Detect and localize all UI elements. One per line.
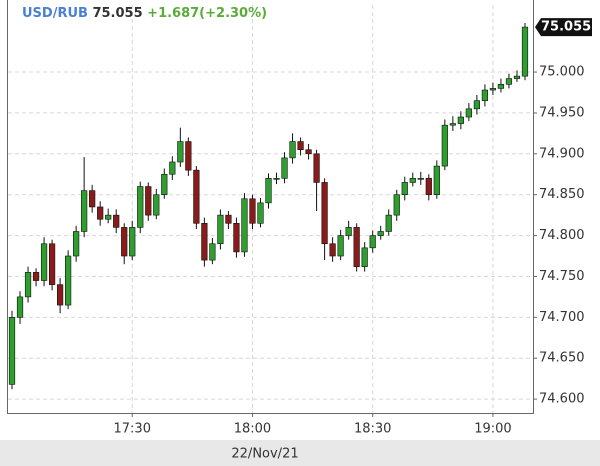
last-price-tag bbox=[535, 18, 592, 37]
candle-body bbox=[481, 89, 489, 101]
y-tick-label: 74.750 bbox=[539, 269, 585, 284]
y-tick-label: 74.850 bbox=[539, 187, 585, 202]
y-tick-label: 74.600 bbox=[539, 392, 585, 407]
candle-body bbox=[337, 235, 344, 257]
candle-body bbox=[289, 141, 296, 159]
candle-body bbox=[233, 223, 240, 253]
candle-body bbox=[441, 124, 448, 167]
candle-body bbox=[145, 186, 152, 216]
candle-body bbox=[361, 247, 368, 267]
x-tick-label: 19:00 bbox=[474, 422, 511, 437]
candle-body bbox=[265, 178, 272, 204]
y-tick-label: 74.650 bbox=[539, 351, 585, 366]
candle-body bbox=[433, 165, 440, 195]
candle-body bbox=[409, 178, 416, 183]
candle-body bbox=[377, 231, 384, 236]
candle-body bbox=[513, 75, 521, 79]
candle-body bbox=[329, 243, 336, 257]
x-tick-label: 17:30 bbox=[114, 422, 151, 437]
candle-body bbox=[16, 296, 24, 318]
x-tick-label: 18:30 bbox=[354, 422, 391, 437]
candle-body bbox=[209, 243, 216, 261]
candle-body bbox=[40, 243, 48, 281]
candle-body bbox=[137, 186, 144, 228]
candle-body bbox=[97, 206, 104, 220]
candle-body bbox=[73, 231, 80, 257]
candle-body bbox=[121, 227, 128, 257]
candle-body bbox=[113, 214, 120, 228]
date-bar bbox=[0, 440, 600, 466]
candle-body bbox=[177, 141, 184, 163]
candle-body bbox=[297, 141, 304, 151]
candle-body bbox=[473, 100, 480, 110]
candle-body bbox=[305, 149, 312, 155]
candle-body bbox=[321, 182, 328, 245]
candle-body bbox=[465, 108, 472, 118]
candle-body bbox=[241, 198, 248, 253]
candle-body bbox=[393, 194, 400, 216]
candle-body bbox=[8, 317, 16, 385]
change: +1.687(+2.30%) bbox=[147, 6, 267, 21]
candle-body bbox=[449, 123, 456, 126]
candle-body bbox=[105, 214, 112, 220]
x-tick-label: 18:00 bbox=[234, 422, 271, 437]
candle-body bbox=[457, 116, 464, 124]
candle-body bbox=[345, 227, 352, 236]
candle-body bbox=[161, 173, 168, 195]
symbol: USD/RUB bbox=[22, 6, 88, 21]
candle-body bbox=[417, 178, 424, 180]
candle-body bbox=[281, 157, 288, 179]
candle-body bbox=[353, 227, 360, 267]
candle-body bbox=[169, 161, 176, 175]
candle-body bbox=[521, 26, 529, 77]
candle-body bbox=[225, 214, 232, 224]
candle-body bbox=[153, 194, 160, 216]
candle-body bbox=[129, 227, 136, 257]
candle-body bbox=[425, 178, 432, 195]
candle-body bbox=[489, 88, 497, 91]
candle-body bbox=[505, 78, 513, 85]
candle-body bbox=[48, 243, 56, 285]
candle-body bbox=[56, 284, 64, 306]
candle-body bbox=[201, 223, 208, 261]
candle-body bbox=[193, 169, 200, 224]
date-label: 22/Nov/21 bbox=[231, 447, 298, 462]
y-tick-label: 74.700 bbox=[539, 310, 585, 325]
candle-body bbox=[32, 272, 40, 281]
y-tick-label: 74.950 bbox=[539, 105, 585, 120]
y-tick-label: 75.000 bbox=[539, 65, 585, 80]
candle-body bbox=[81, 190, 88, 232]
candle-body bbox=[65, 255, 72, 306]
candle-body bbox=[313, 153, 320, 183]
y-tick-label: 74.800 bbox=[539, 228, 585, 243]
last-price-label: 75.055 bbox=[541, 20, 591, 35]
y-tick-label: 74.900 bbox=[539, 146, 585, 161]
candle-body bbox=[401, 182, 408, 195]
candle-body bbox=[24, 272, 32, 298]
header: USD/RUB 75.055 +1.687(+2.30%) bbox=[22, 6, 267, 21]
candle-body bbox=[257, 202, 264, 224]
candle-body bbox=[89, 190, 96, 208]
candle-body bbox=[497, 84, 505, 89]
candle-body bbox=[369, 235, 376, 249]
candle-body bbox=[249, 198, 256, 224]
candle-body bbox=[273, 178, 280, 180]
last-price: 75.055 bbox=[92, 6, 142, 21]
candle-body bbox=[185, 141, 192, 171]
candle-body bbox=[217, 214, 224, 245]
candle-body bbox=[385, 214, 392, 232]
